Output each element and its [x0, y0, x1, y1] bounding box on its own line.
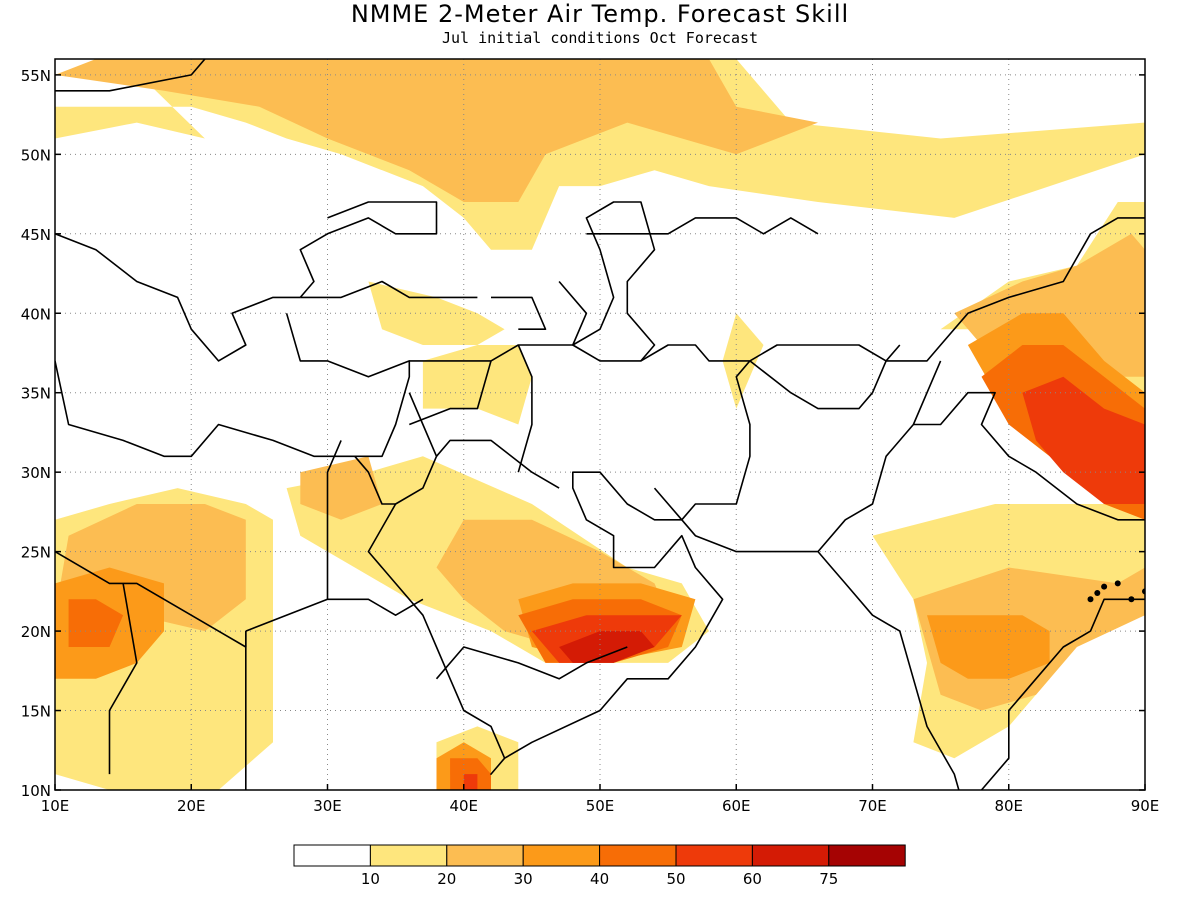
- y-tick-label: 45N: [21, 226, 51, 244]
- skill-region-18: [927, 615, 1050, 679]
- y-tick-label: 20N: [21, 623, 51, 641]
- legend-label: 30: [514, 870, 533, 888]
- border-line-15: [435, 646, 628, 680]
- border-line-6: [980, 598, 1145, 790]
- legend-label: 20: [437, 870, 456, 888]
- border-line-17: [55, 550, 247, 648]
- border-line-14: [913, 391, 1145, 521]
- skill-region-1: [422, 345, 532, 425]
- y-tick-label: 50N: [21, 146, 51, 164]
- border-line-4: [55, 313, 411, 458]
- legend-label: 40: [590, 870, 609, 888]
- border-line-3: [300, 280, 478, 299]
- map-subtitle: Jul initial conditions Oct Forecast: [441, 29, 759, 47]
- x-tick-label: 50E: [586, 797, 615, 815]
- y-tick-label: 40N: [21, 305, 51, 323]
- legend-swatch-2: [446, 844, 524, 867]
- legend-swatch-7: [828, 844, 906, 867]
- skill-region-27: [559, 631, 655, 663]
- legend-label: 75: [819, 870, 838, 888]
- x-axis: 10E 20E 30E 40E 50E 60E 70E 80E 90E: [41, 784, 1160, 815]
- border-line-13: [817, 360, 942, 553]
- coast-detail: [1128, 596, 1135, 603]
- border-line-9: [586, 217, 819, 235]
- border-line-24: [517, 344, 533, 473]
- legend-label: 50: [666, 870, 685, 888]
- border-line-0: [55, 59, 206, 92]
- x-tick-label: 10E: [41, 797, 70, 815]
- x-tick-label: 80E: [994, 797, 1023, 815]
- border-line-11: [653, 360, 751, 521]
- skill-region-25: [1022, 376, 1145, 504]
- y-tick-label: 35N: [21, 385, 51, 403]
- border-line-5: [354, 455, 960, 790]
- coast-detail: [1087, 596, 1094, 603]
- country-borders: [55, 59, 1145, 790]
- y-tick-label: 10N: [21, 782, 51, 800]
- legend-swatch-4: [599, 844, 677, 867]
- border-line-7: [409, 217, 1145, 362]
- coast-detail: [1101, 583, 1108, 590]
- coast-detail: [1114, 580, 1121, 587]
- y-tick-label: 55N: [21, 67, 51, 85]
- border-line-19: [245, 598, 424, 632]
- x-tick-label: 60E: [722, 797, 751, 815]
- skill-fill-layer: [55, 59, 1145, 790]
- skill-region-9: [55, 59, 818, 202]
- legend-label: 60: [743, 870, 762, 888]
- legend-swatch-3: [522, 844, 601, 867]
- map-title: NMME 2-Meter Air Temp. Forecast Skill: [350, 0, 850, 28]
- border-line-18: [108, 583, 138, 775]
- legend-label: 10: [361, 870, 380, 888]
- skill-region-20: [68, 599, 124, 647]
- legend-swatch-0: [293, 844, 371, 867]
- legend-swatch-1: [369, 844, 448, 867]
- y-tick-label: 25N: [21, 544, 51, 562]
- legend-swatch-6: [751, 844, 830, 867]
- skill-region-2: [368, 281, 505, 345]
- skill-region-26: [463, 774, 478, 790]
- y-tick-label: 30N: [21, 464, 51, 482]
- x-tick-label: 20E: [177, 797, 206, 815]
- x-tick-label: 90E: [1131, 797, 1160, 815]
- border-line-20: [326, 440, 342, 600]
- border-line-23: [409, 360, 492, 426]
- x-tick-label: 40E: [449, 797, 478, 815]
- y-tick-label: 15N: [21, 703, 51, 721]
- legend-swatch-5: [675, 844, 753, 867]
- border-line-10: [491, 296, 547, 331]
- border-line-22: [435, 439, 560, 489]
- border-line-8: [558, 201, 656, 362]
- x-tick-label: 30E: [313, 797, 342, 815]
- x-tick-label: 70E: [858, 797, 887, 815]
- y-axis: 10N 15N 20N 25N 30N 35N 40N 45N 50N 55N: [21, 67, 1145, 800]
- border-line-12: [749, 344, 901, 410]
- color-legend: 10 20 30 40 50 60 75: [293, 844, 906, 888]
- border-line-2: [299, 201, 438, 298]
- border-line-1: [55, 233, 301, 362]
- coast-detail: [1094, 589, 1101, 596]
